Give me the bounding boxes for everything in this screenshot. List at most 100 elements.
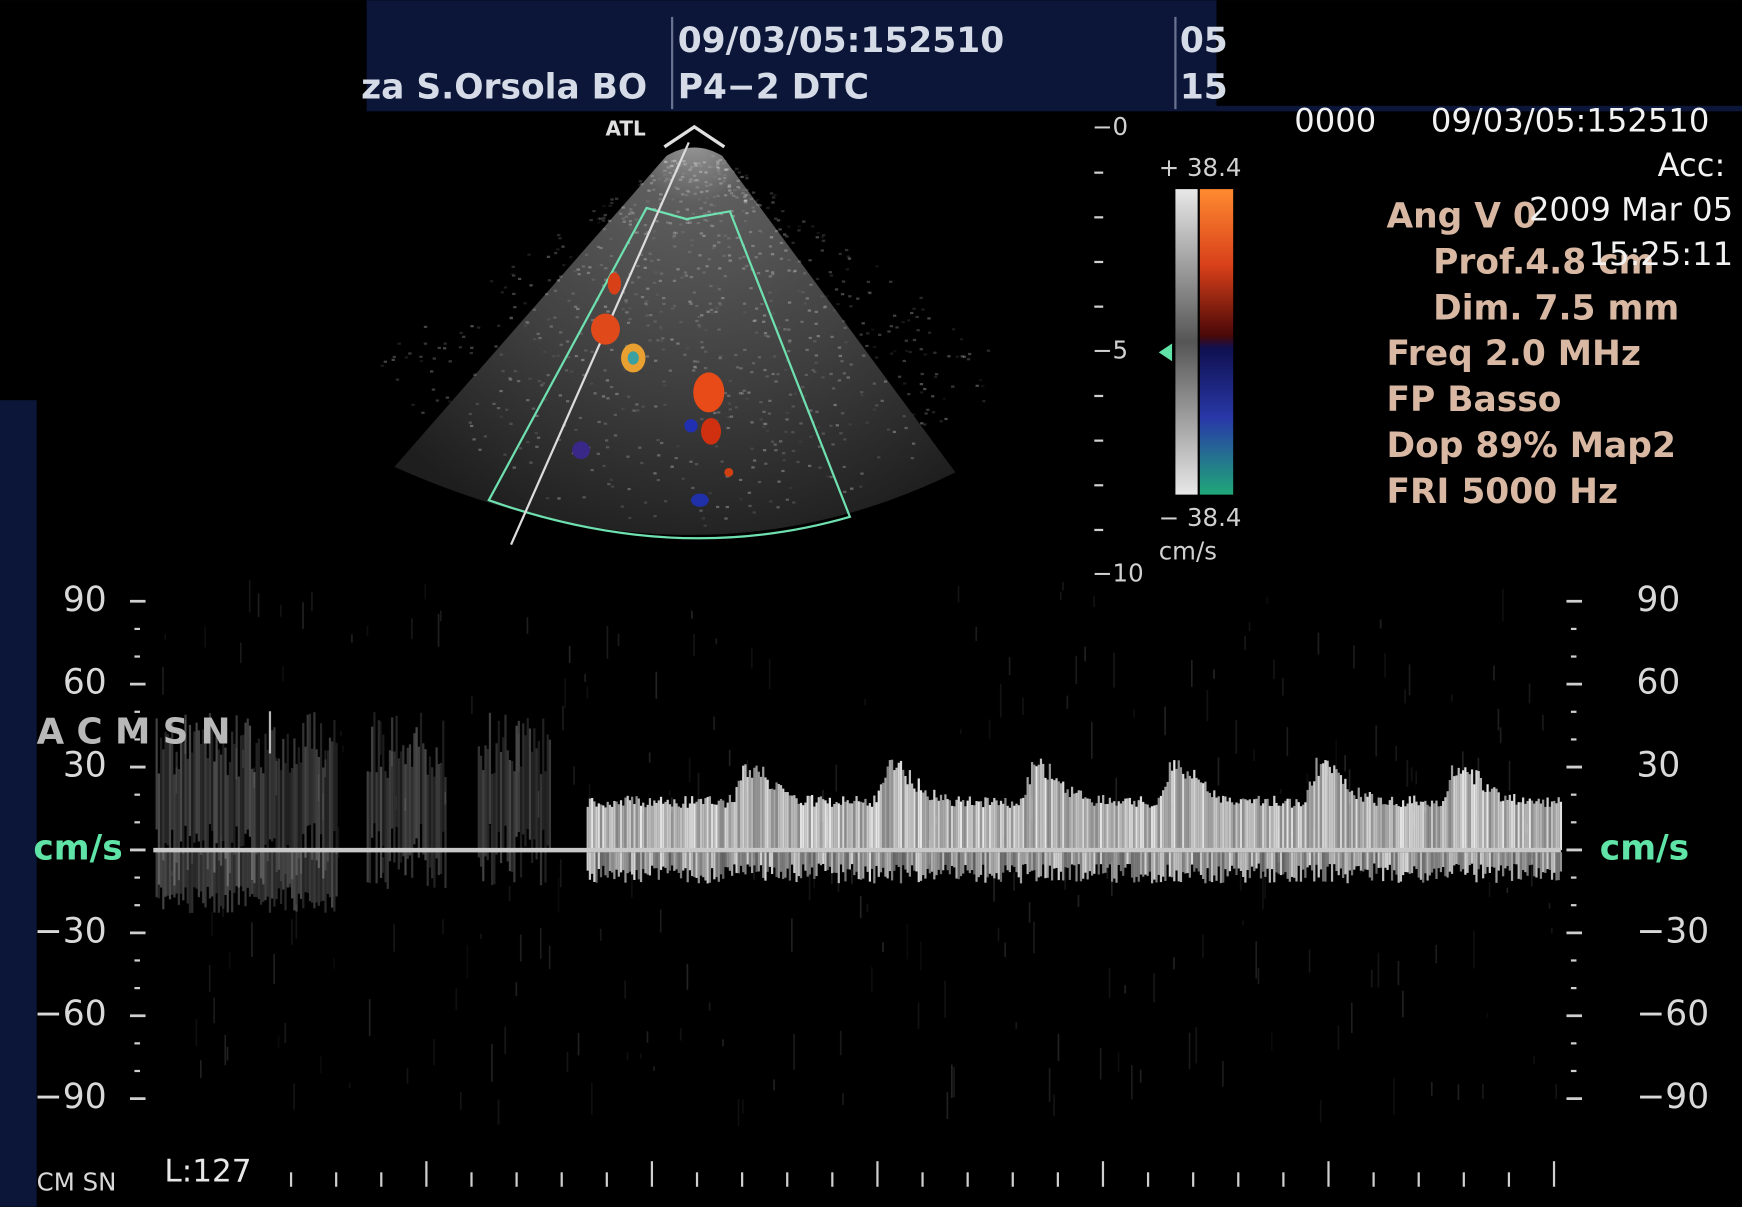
signal — [860, 852, 862, 879]
signal — [1084, 797, 1086, 850]
speckle-dot — [811, 369, 814, 371]
signal — [1162, 852, 1164, 876]
speckle-dot — [785, 418, 788, 420]
signal — [376, 772, 378, 883]
speckle-dot — [821, 236, 824, 238]
signal — [587, 852, 589, 870]
speckle-dot — [722, 180, 725, 182]
signal — [1167, 782, 1169, 850]
speckle-dot — [764, 463, 767, 465]
speckle-dot — [836, 424, 839, 426]
signal — [1482, 852, 1484, 878]
signal — [1182, 852, 1184, 872]
signal — [1444, 852, 1446, 876]
signal — [1340, 775, 1342, 850]
signal — [1549, 852, 1551, 870]
speckle-dot — [526, 441, 529, 443]
speckle-dot — [759, 401, 762, 403]
signal — [1220, 852, 1222, 883]
speckle-dot — [960, 338, 963, 340]
speckle-dot — [477, 326, 480, 328]
signal — [638, 852, 640, 879]
speckle-dot — [890, 353, 893, 355]
signal — [167, 852, 169, 895]
signal — [202, 852, 204, 903]
speckle-dot — [743, 349, 746, 351]
speckle-dot — [503, 454, 506, 456]
signal — [1004, 798, 1006, 850]
signal — [1471, 769, 1473, 850]
signal — [420, 713, 422, 824]
signal — [904, 852, 906, 869]
noise — [713, 717, 715, 731]
signal — [442, 721, 444, 832]
signal — [1067, 789, 1069, 850]
signal — [724, 808, 726, 851]
speckle-dot — [676, 188, 679, 190]
signal — [820, 852, 822, 865]
signal — [1024, 852, 1026, 864]
signal — [793, 795, 795, 850]
noise — [1000, 684, 1002, 717]
info-param: Freq 2.0 MHz — [1386, 334, 1640, 374]
speckle-dot — [745, 212, 748, 214]
noise — [840, 1031, 842, 1055]
speckle-dot — [602, 395, 605, 397]
speckle-dot — [768, 400, 771, 402]
speckle-dot — [696, 186, 699, 188]
speckle-dot — [859, 486, 862, 488]
speckle-dot — [788, 340, 791, 342]
signal — [989, 852, 991, 873]
signal — [922, 852, 924, 875]
speckle-dot — [625, 311, 628, 313]
signal — [1480, 778, 1482, 850]
signal — [1307, 852, 1309, 867]
signal — [1189, 852, 1191, 877]
speckle-dot — [459, 346, 462, 348]
signal — [538, 741, 540, 852]
signal — [1280, 806, 1282, 850]
speckle-dot — [903, 382, 906, 384]
signal — [598, 852, 600, 869]
speckle-dot — [430, 370, 433, 372]
signal — [933, 852, 935, 879]
signal — [495, 743, 497, 854]
flow-blob — [628, 351, 639, 364]
noise — [489, 825, 491, 851]
signal — [318, 852, 320, 905]
speckle-dot — [650, 260, 653, 262]
noise — [600, 929, 602, 941]
signal — [702, 852, 704, 877]
signal — [1267, 799, 1269, 850]
speckle-dot — [737, 180, 740, 182]
signal — [1342, 852, 1344, 878]
noise — [467, 945, 469, 979]
signal — [995, 852, 997, 873]
signal — [1007, 852, 1009, 870]
noise — [953, 1067, 955, 1097]
speckle-dot — [684, 271, 687, 273]
signal — [1398, 806, 1400, 850]
signal — [864, 799, 866, 850]
signal — [744, 764, 746, 850]
signal — [1224, 796, 1226, 850]
speckle-dot — [784, 249, 787, 251]
signal — [811, 795, 813, 850]
speckle-dot — [769, 245, 772, 247]
signal — [1422, 802, 1424, 850]
speckle-dot — [785, 235, 788, 237]
depth-label: −0 — [1092, 112, 1128, 141]
speckle-dot — [622, 206, 625, 208]
speckle-dot — [847, 255, 850, 257]
noise — [1009, 657, 1011, 675]
signal — [1371, 852, 1373, 880]
signal — [889, 760, 891, 850]
signal — [1375, 806, 1377, 850]
signal — [1233, 805, 1235, 851]
signal — [982, 807, 984, 850]
speckle-dot — [805, 374, 808, 376]
noise — [1267, 597, 1269, 604]
speckle-dot — [750, 198, 753, 200]
signal — [1460, 774, 1462, 850]
speckle-dot — [624, 299, 627, 301]
